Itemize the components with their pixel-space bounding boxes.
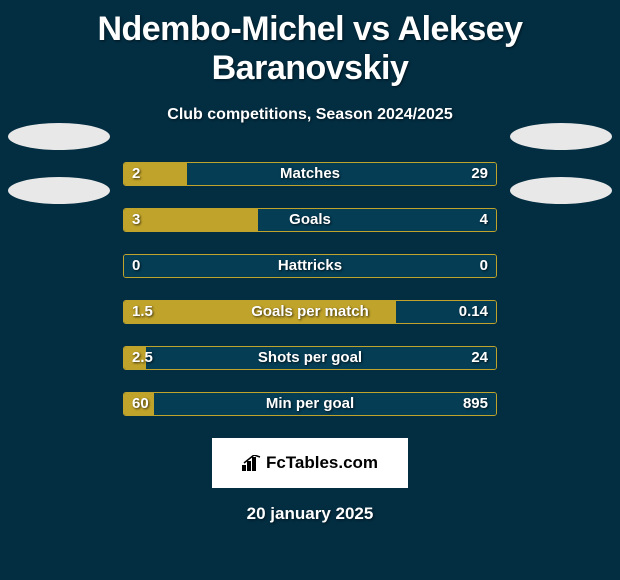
stat-label: Shots per goal	[124, 347, 496, 369]
oval-shape	[8, 123, 110, 150]
stat-row: 0Hattricks0	[123, 254, 497, 278]
stat-right-value: 0	[480, 255, 488, 277]
logo-label: FcTables.com	[266, 453, 378, 473]
stat-label: Goals per match	[124, 301, 496, 323]
logo-text: FcTables.com	[242, 453, 378, 473]
bars-icon	[242, 455, 262, 471]
stat-row: 2Matches29	[123, 162, 497, 186]
stat-label: Hattricks	[124, 255, 496, 277]
logo-box: FcTables.com	[212, 438, 408, 488]
stat-label: Goals	[124, 209, 496, 231]
stats-bars: 2Matches29 3Goals4 0Hattricks0 1.5Goals per…	[123, 162, 497, 416]
oval-shape	[8, 177, 110, 204]
stat-right-value: 29	[471, 163, 488, 185]
stat-right-value: 4	[480, 209, 488, 231]
player-right-avatar-placeholder	[510, 123, 612, 204]
stat-row: 3Goals4	[123, 208, 497, 232]
stat-right-value: 24	[471, 347, 488, 369]
stat-label: Min per goal	[124, 393, 496, 415]
oval-shape	[510, 123, 612, 150]
player-left-avatar-placeholder	[8, 123, 110, 204]
date-label: 20 january 2025	[0, 504, 620, 524]
stat-label: Matches	[124, 163, 496, 185]
oval-shape	[510, 177, 612, 204]
stat-right-value: 0.14	[459, 301, 488, 323]
subtitle: Club competitions, Season 2024/2025	[0, 106, 620, 124]
stat-row: 1.5Goals per match0.14	[123, 300, 497, 324]
stat-row: 2.5Shots per goal24	[123, 346, 497, 370]
page-title: Ndembo-Michel vs Aleksey Baranovskiy	[0, 0, 620, 88]
stat-right-value: 895	[463, 393, 488, 415]
stat-row: 60Min per goal895	[123, 392, 497, 416]
